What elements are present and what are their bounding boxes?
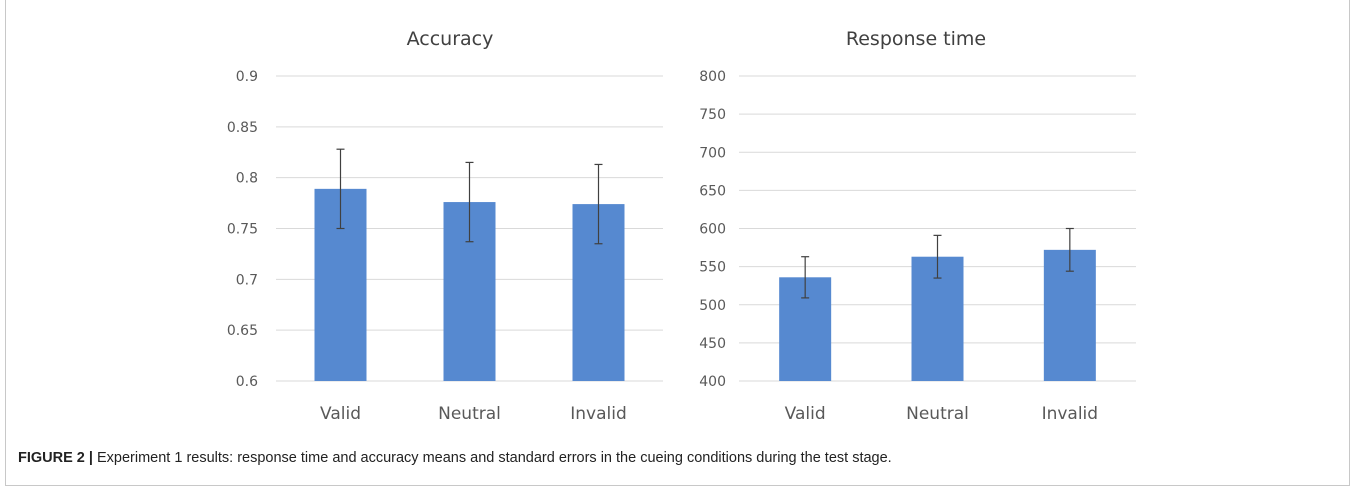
chart1-ytick-label: 0.85 <box>227 120 258 136</box>
chart1-ytick-label: 0.6 <box>236 374 258 390</box>
figure-caption: FIGURE 2 | Experiment 1 results: respons… <box>18 450 1338 466</box>
figure-label: FIGURE 2 | <box>18 450 93 466</box>
chart2-xtick-label: Valid <box>785 404 826 424</box>
chart1-xtick-label: Neutral <box>438 404 501 424</box>
chart2-ytick-label: 700 <box>699 145 726 161</box>
chart2-ytick-label: 550 <box>699 260 726 276</box>
chart1-xtick-label: Valid <box>320 404 361 424</box>
chart1-title: Accuracy <box>407 28 494 50</box>
chart2-xtick-label: Invalid <box>1042 404 1099 424</box>
chart2-xtick-label: Neutral <box>906 404 969 424</box>
chart2-ytick-label: 600 <box>699 222 726 238</box>
chart2-ytick-label: 650 <box>699 183 726 199</box>
caption-text: Experiment 1 results: response time and … <box>92 450 892 466</box>
chart1-xtick-label: Invalid <box>570 404 627 424</box>
chart1-ytick-label: 0.9 <box>236 69 258 85</box>
chart2-ytick-label: 750 <box>699 107 726 123</box>
chart1-ytick-label: 0.8 <box>236 171 258 187</box>
chart1-ytick-label: 0.65 <box>227 323 258 339</box>
figure-frame <box>5 0 1350 486</box>
chart2-ytick-label: 800 <box>699 69 726 85</box>
chart2-title: Response time <box>846 28 986 50</box>
chart1-ytick-label: 0.7 <box>236 272 258 288</box>
chart2-ytick-label: 500 <box>699 298 726 314</box>
chart2-ytick-label: 450 <box>699 336 726 352</box>
chart1-ytick-label: 0.75 <box>227 222 258 238</box>
chart2-ytick-label: 400 <box>699 374 726 390</box>
